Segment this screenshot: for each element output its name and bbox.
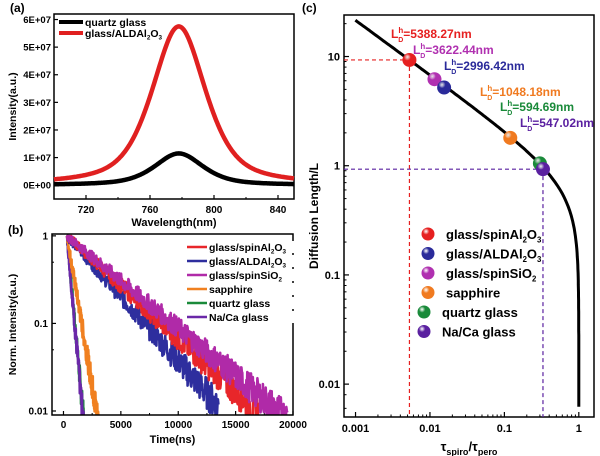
legend-bg bbox=[186, 283, 294, 295]
data-point-na-ca-glass bbox=[535, 162, 550, 177]
legend-marker bbox=[421, 266, 435, 280]
panel-b-plot bbox=[65, 234, 289, 415]
series-line-glass-aldal2o3 bbox=[66, 234, 220, 415]
legend-marker bbox=[417, 305, 431, 319]
panel-c-frame bbox=[343, 14, 595, 418]
x-axis-label: Wavelength(nm) bbox=[131, 217, 216, 229]
y-tick-label: 3E+07 bbox=[23, 98, 51, 109]
data-point-glass-aldal2o3 bbox=[437, 80, 452, 95]
panel-c-label: (c) bbox=[302, 1, 317, 15]
y-tick-label: 6E+07 bbox=[23, 15, 51, 26]
panel-a-frame bbox=[53, 13, 295, 200]
annotation-diffusion-length: Lh D=3622.44nm bbox=[413, 42, 494, 60]
x-tick-label: 0.001 bbox=[342, 423, 370, 435]
legend-label: Na/Ca glass bbox=[442, 325, 516, 340]
legend-label: quartz glass bbox=[209, 298, 270, 310]
y-axis-label: Norm. Intensity(a.u.) bbox=[7, 274, 19, 376]
legend-marker bbox=[421, 247, 435, 260]
y-tick-label: 0E+00 bbox=[23, 181, 51, 192]
legend-label: glass/ALDAl2O3 bbox=[85, 28, 163, 42]
legend-label: glass/spinAl2O3 bbox=[209, 242, 287, 256]
legend-marker bbox=[421, 286, 435, 299]
x-tick-label: 840 bbox=[270, 205, 287, 216]
x-tick-label: 5000 bbox=[110, 420, 133, 431]
legend-label: sapphire bbox=[446, 286, 500, 301]
legend-label: glass/spinSiO2 bbox=[209, 270, 282, 284]
legend-label: Na/Ca glass bbox=[209, 312, 269, 324]
series-line-glass-aldal2o3 bbox=[52, 24, 296, 182]
x-tick-label: 0.1 bbox=[497, 423, 512, 435]
x-tick-label: 800 bbox=[206, 205, 223, 216]
y-tick-label: 1 bbox=[42, 231, 48, 242]
data-point-glass-spinsio2 bbox=[427, 72, 442, 87]
x-tick-label: 0.01 bbox=[419, 423, 440, 435]
legend-bg bbox=[186, 269, 294, 281]
x-axis-label: Time(ns) bbox=[150, 434, 196, 446]
y-tick-label: 0.01 bbox=[319, 379, 340, 391]
y-tick-label: 1E+07 bbox=[23, 153, 51, 164]
y-tick-label: 1 bbox=[334, 161, 340, 173]
panel-b-label: (b) bbox=[8, 223, 23, 237]
legend-label: glass/ALDAl2O3 bbox=[446, 247, 542, 264]
legend-marker bbox=[421, 227, 435, 241]
y-tick-label: 10 bbox=[328, 52, 340, 64]
x-tick-label: 20000 bbox=[279, 420, 307, 431]
legend-label: glass/spinAl2O3 bbox=[446, 227, 542, 244]
legend-marker bbox=[417, 325, 431, 338]
x-tick-label: 15000 bbox=[222, 420, 250, 431]
annotation-diffusion-length: Lh D=5388.27nm bbox=[391, 26, 472, 44]
y-tick-label: 4E+07 bbox=[23, 70, 51, 81]
annotation-diffusion-length: Lh D=2996.42nm bbox=[444, 58, 525, 76]
legend-bg bbox=[186, 255, 294, 267]
legend-label: quartz glass bbox=[85, 17, 146, 29]
x-tick-label: 10000 bbox=[164, 420, 192, 431]
legend-label: glass/spinSiO2 bbox=[446, 266, 537, 283]
legend-label: glass/ALDAl2O3 bbox=[209, 256, 287, 270]
annotation-diffusion-length: Lh D=594.69nm bbox=[500, 99, 574, 117]
series-line-glass-spinsio2 bbox=[65, 234, 289, 415]
y-tick-label: 2E+07 bbox=[23, 125, 51, 136]
data-point-glass-spinal2o3 bbox=[402, 52, 417, 67]
legend-label: quartz glass bbox=[442, 305, 518, 320]
x-tick-label: 1 bbox=[576, 423, 582, 435]
legend-label: sapphire bbox=[209, 284, 253, 296]
legend-bg bbox=[186, 241, 294, 253]
series-line-quartz-glass bbox=[52, 151, 296, 187]
y-tick-label: 0.01 bbox=[29, 406, 49, 417]
x-tick-label: 760 bbox=[142, 205, 159, 216]
diffusion-curve bbox=[354, 19, 581, 407]
y-axis-label: Diffusion Length/L bbox=[307, 163, 321, 269]
y-axis-label: Intensity(a.u.) bbox=[7, 72, 19, 140]
annotation-diffusion-length: Lh D=547.02nm bbox=[520, 115, 594, 133]
y-tick-label: 5E+07 bbox=[23, 43, 51, 54]
x-axis-label: τspiro/τpero bbox=[441, 439, 498, 456]
panel-b-frame bbox=[51, 233, 294, 416]
series-line-na-ca-glass bbox=[65, 234, 85, 415]
x-tick-label: 720 bbox=[78, 205, 95, 216]
y-tick-label: 0.1 bbox=[325, 270, 340, 282]
series-line-sapphire bbox=[65, 234, 100, 415]
x-tick-label: 0 bbox=[61, 420, 67, 431]
legend-bg bbox=[186, 311, 294, 323]
annotation-diffusion-length: Lh D=1048.18nm bbox=[480, 84, 561, 102]
data-point-sapphire bbox=[503, 130, 518, 145]
panel-a-label: (a) bbox=[10, 1, 25, 15]
y-tick-label: 0.1 bbox=[34, 319, 48, 330]
legend-bg bbox=[186, 297, 294, 309]
